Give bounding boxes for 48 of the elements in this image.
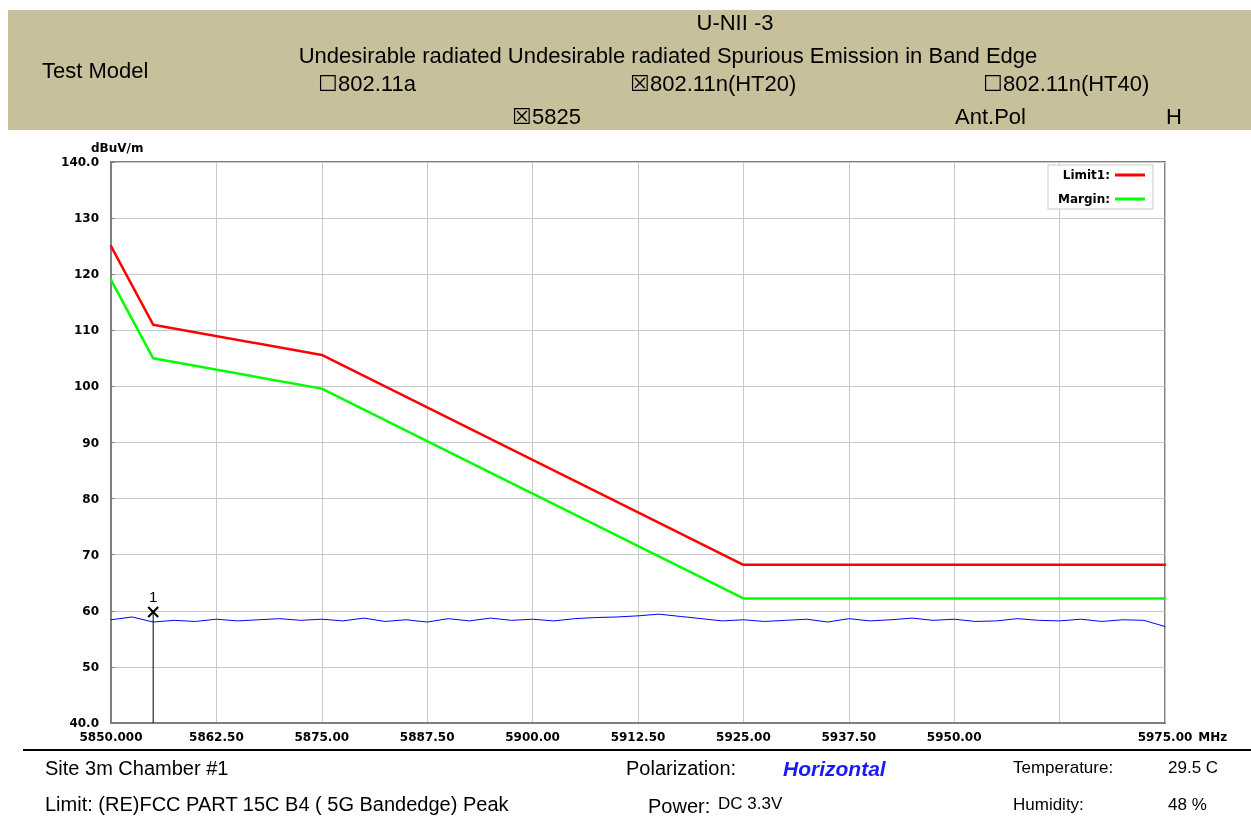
y-tick-label: 40.0 [69, 716, 99, 730]
y-tick-label: 100 [73, 379, 99, 394]
text: H [1166, 104, 1182, 129]
text: Horizontal [783, 757, 886, 780]
legend-label: Limit1: [1062, 168, 1110, 182]
text: ☒802.11n(HT20) [630, 71, 797, 96]
chart-title: U-NII -3 [696, 10, 774, 35]
y-tick-label: 120 [73, 267, 99, 282]
x-tick-label: 5862.50 [189, 730, 244, 744]
line-series [109, 278, 1167, 600]
y-tick-label: 60 [82, 603, 99, 618]
text: Polarization: [626, 757, 737, 779]
x-tick-label: 5950.00 [926, 730, 982, 744]
text: Test Model [42, 58, 149, 83]
x-tick-label: 5975.00 [1137, 730, 1193, 744]
text: ☐802.11n(HT40) [983, 71, 1150, 96]
text: Limit: (RE)FCC PART 15C B4 ( 5G Bandedge) Peak [45, 793, 509, 815]
text: DC 3.3V [718, 794, 783, 813]
x-axis-title: MHz [1198, 730, 1228, 744]
text: 29.5 C [1168, 758, 1219, 777]
text: ☒5825 [512, 104, 581, 129]
x-tick-label: 5875.00 [294, 730, 350, 744]
y-tick-label: 140.0 [61, 155, 99, 169]
line-series [109, 244, 1167, 567]
text: Power: [648, 795, 711, 817]
y-axis-title: dBuV/m [91, 141, 144, 155]
x-tick-label: 5850.000 [79, 730, 143, 744]
y-tick-label: 130 [73, 211, 99, 226]
x-tick-label: 5925.00 [716, 730, 771, 744]
chart-subtitle: Undesirable radiated Undesirable radiated Spurious Emission in Band Edge [298, 43, 1038, 68]
text: Site 3m Chamber #1 [45, 757, 229, 779]
legend-label: Margin: [1057, 192, 1110, 206]
y-tick-label: 90 [82, 435, 99, 450]
text: 48 % [1168, 795, 1207, 814]
x-tick-label: 5937.50 [821, 730, 877, 744]
y-tick-label: 110 [73, 323, 99, 338]
text: Temperature: [1013, 758, 1114, 777]
text: ☐802.11a [318, 71, 416, 96]
line-series [110, 613, 1166, 628]
x-tick-label: 5900.00 [505, 730, 560, 744]
text: Ant.Pol [955, 104, 1026, 129]
y-tick-label: 50 [82, 659, 99, 674]
text: Humidity: [1013, 795, 1084, 814]
y-tick-label: 70 [82, 547, 99, 562]
y-tick-label: 80 [82, 491, 99, 506]
annotation: 1 [148, 587, 158, 605]
x-tick-label: 5887.50 [399, 730, 455, 744]
x-tick-label: 5912.50 [610, 730, 666, 744]
